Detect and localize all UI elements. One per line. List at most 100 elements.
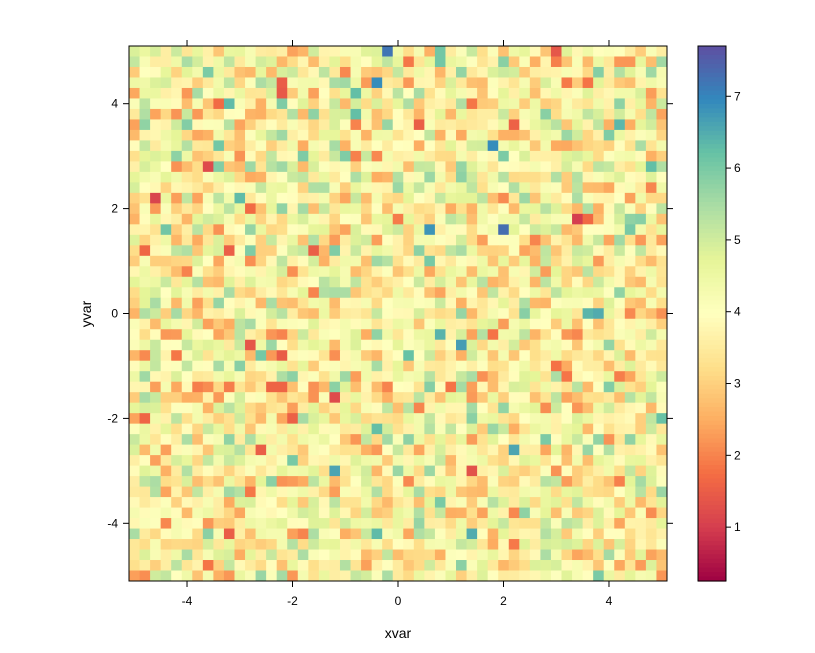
heatmap-cell xyxy=(255,444,267,456)
heatmap-cell xyxy=(456,507,468,519)
heatmap-cell xyxy=(635,329,647,341)
heatmap-cell xyxy=(129,560,141,572)
colorbar-segment xyxy=(698,527,726,533)
heatmap-cell xyxy=(561,287,573,299)
heatmap-cell xyxy=(297,87,309,99)
heatmap-cell xyxy=(329,297,341,309)
heatmap-cell xyxy=(614,371,626,383)
heatmap-cell xyxy=(150,308,162,320)
heatmap-cell xyxy=(129,518,141,530)
heatmap-cell xyxy=(456,276,468,288)
heatmap-cell xyxy=(308,507,320,519)
heatmap-cell xyxy=(329,465,341,477)
heatmap-cell xyxy=(593,192,605,204)
heatmap-cell xyxy=(255,455,267,467)
heatmap-cell xyxy=(371,213,383,225)
heatmap-cell xyxy=(202,150,214,162)
heatmap-cell xyxy=(213,129,225,141)
heatmap-cell xyxy=(413,140,425,152)
heatmap-cell xyxy=(181,360,193,372)
heatmap-cell xyxy=(593,465,605,477)
heatmap-cell xyxy=(392,66,404,78)
heatmap-cell xyxy=(255,56,267,68)
heatmap-cell xyxy=(456,224,468,236)
heatmap-cell xyxy=(245,87,257,99)
heatmap-cell xyxy=(508,140,520,152)
heatmap-cell xyxy=(572,392,584,404)
heatmap-cell xyxy=(572,150,584,162)
heatmap-cell xyxy=(329,150,341,162)
heatmap-cell xyxy=(192,224,204,236)
heatmap-cell xyxy=(266,308,278,320)
heatmap-cell xyxy=(498,234,510,246)
heatmap-cell xyxy=(645,465,657,477)
heatmap-cell xyxy=(202,476,214,488)
heatmap-cell xyxy=(466,150,478,162)
heatmap-cell xyxy=(456,497,468,509)
heatmap-cell xyxy=(297,318,309,330)
heatmap-cell xyxy=(424,371,436,383)
heatmap-cell xyxy=(266,518,278,530)
heatmap-cell xyxy=(403,528,415,540)
heatmap-cell xyxy=(456,46,468,57)
heatmap-cell xyxy=(276,528,288,540)
heatmap-cell xyxy=(213,507,225,519)
heatmap-cell xyxy=(129,350,141,362)
heatmap-cell xyxy=(477,444,489,456)
heatmap-cell xyxy=(540,245,552,257)
heatmap-cell xyxy=(308,402,320,414)
heatmap-cell xyxy=(519,507,531,519)
heatmap-cell xyxy=(645,507,657,519)
heatmap-cell xyxy=(160,266,172,278)
heatmap-cell xyxy=(603,539,615,551)
heatmap-cell xyxy=(424,140,436,152)
heatmap-cell xyxy=(234,297,246,309)
heatmap-cell xyxy=(139,171,151,183)
heatmap-cell xyxy=(139,434,151,446)
heatmap-cell xyxy=(424,213,436,225)
heatmap-cell xyxy=(160,203,172,215)
heatmap-cell xyxy=(255,150,267,162)
heatmap-cell xyxy=(361,287,373,299)
heatmap-cell xyxy=(582,486,594,498)
heatmap-cell xyxy=(424,476,436,488)
heatmap-cell xyxy=(202,161,214,173)
heatmap-cell xyxy=(403,413,415,425)
heatmap-cell xyxy=(498,213,510,225)
heatmap-cell xyxy=(561,539,573,551)
heatmap-cell xyxy=(550,287,563,299)
heatmap-cell xyxy=(656,203,668,215)
heatmap-cell xyxy=(593,224,605,236)
heatmap-cell xyxy=(656,329,668,341)
heatmap-cell xyxy=(635,203,647,215)
heatmap-cell xyxy=(466,87,478,99)
heatmap-cell xyxy=(413,266,425,278)
heatmap-cell xyxy=(403,329,415,341)
heatmap-cell xyxy=(445,150,457,162)
heatmap-cell xyxy=(339,497,352,509)
heatmap-cell xyxy=(603,507,615,519)
heatmap-cell xyxy=(223,297,235,309)
heatmap-cell xyxy=(498,182,510,194)
heatmap-cell xyxy=(234,66,246,78)
colorbar-segment xyxy=(698,326,726,332)
heatmap-cell xyxy=(308,423,320,435)
heatmap-cell xyxy=(329,497,341,509)
heatmap-cell xyxy=(424,56,436,68)
heatmap-cell xyxy=(160,87,172,99)
heatmap-cell xyxy=(192,392,204,404)
heatmap-cell xyxy=(160,308,172,320)
heatmap-cell xyxy=(477,150,489,162)
heatmap-cell xyxy=(392,339,404,351)
heatmap-cell xyxy=(382,98,394,110)
heatmap-cell xyxy=(456,476,468,488)
heatmap-cell xyxy=(635,476,647,488)
heatmap-cell xyxy=(160,245,172,257)
heatmap-cell xyxy=(371,539,383,551)
heatmap-cell xyxy=(635,171,647,183)
heatmap-cell xyxy=(350,129,362,141)
heatmap-cell xyxy=(614,465,626,477)
heatmap-cell xyxy=(129,56,141,68)
heatmap-cell xyxy=(350,476,362,488)
heatmap-cell xyxy=(487,413,499,425)
